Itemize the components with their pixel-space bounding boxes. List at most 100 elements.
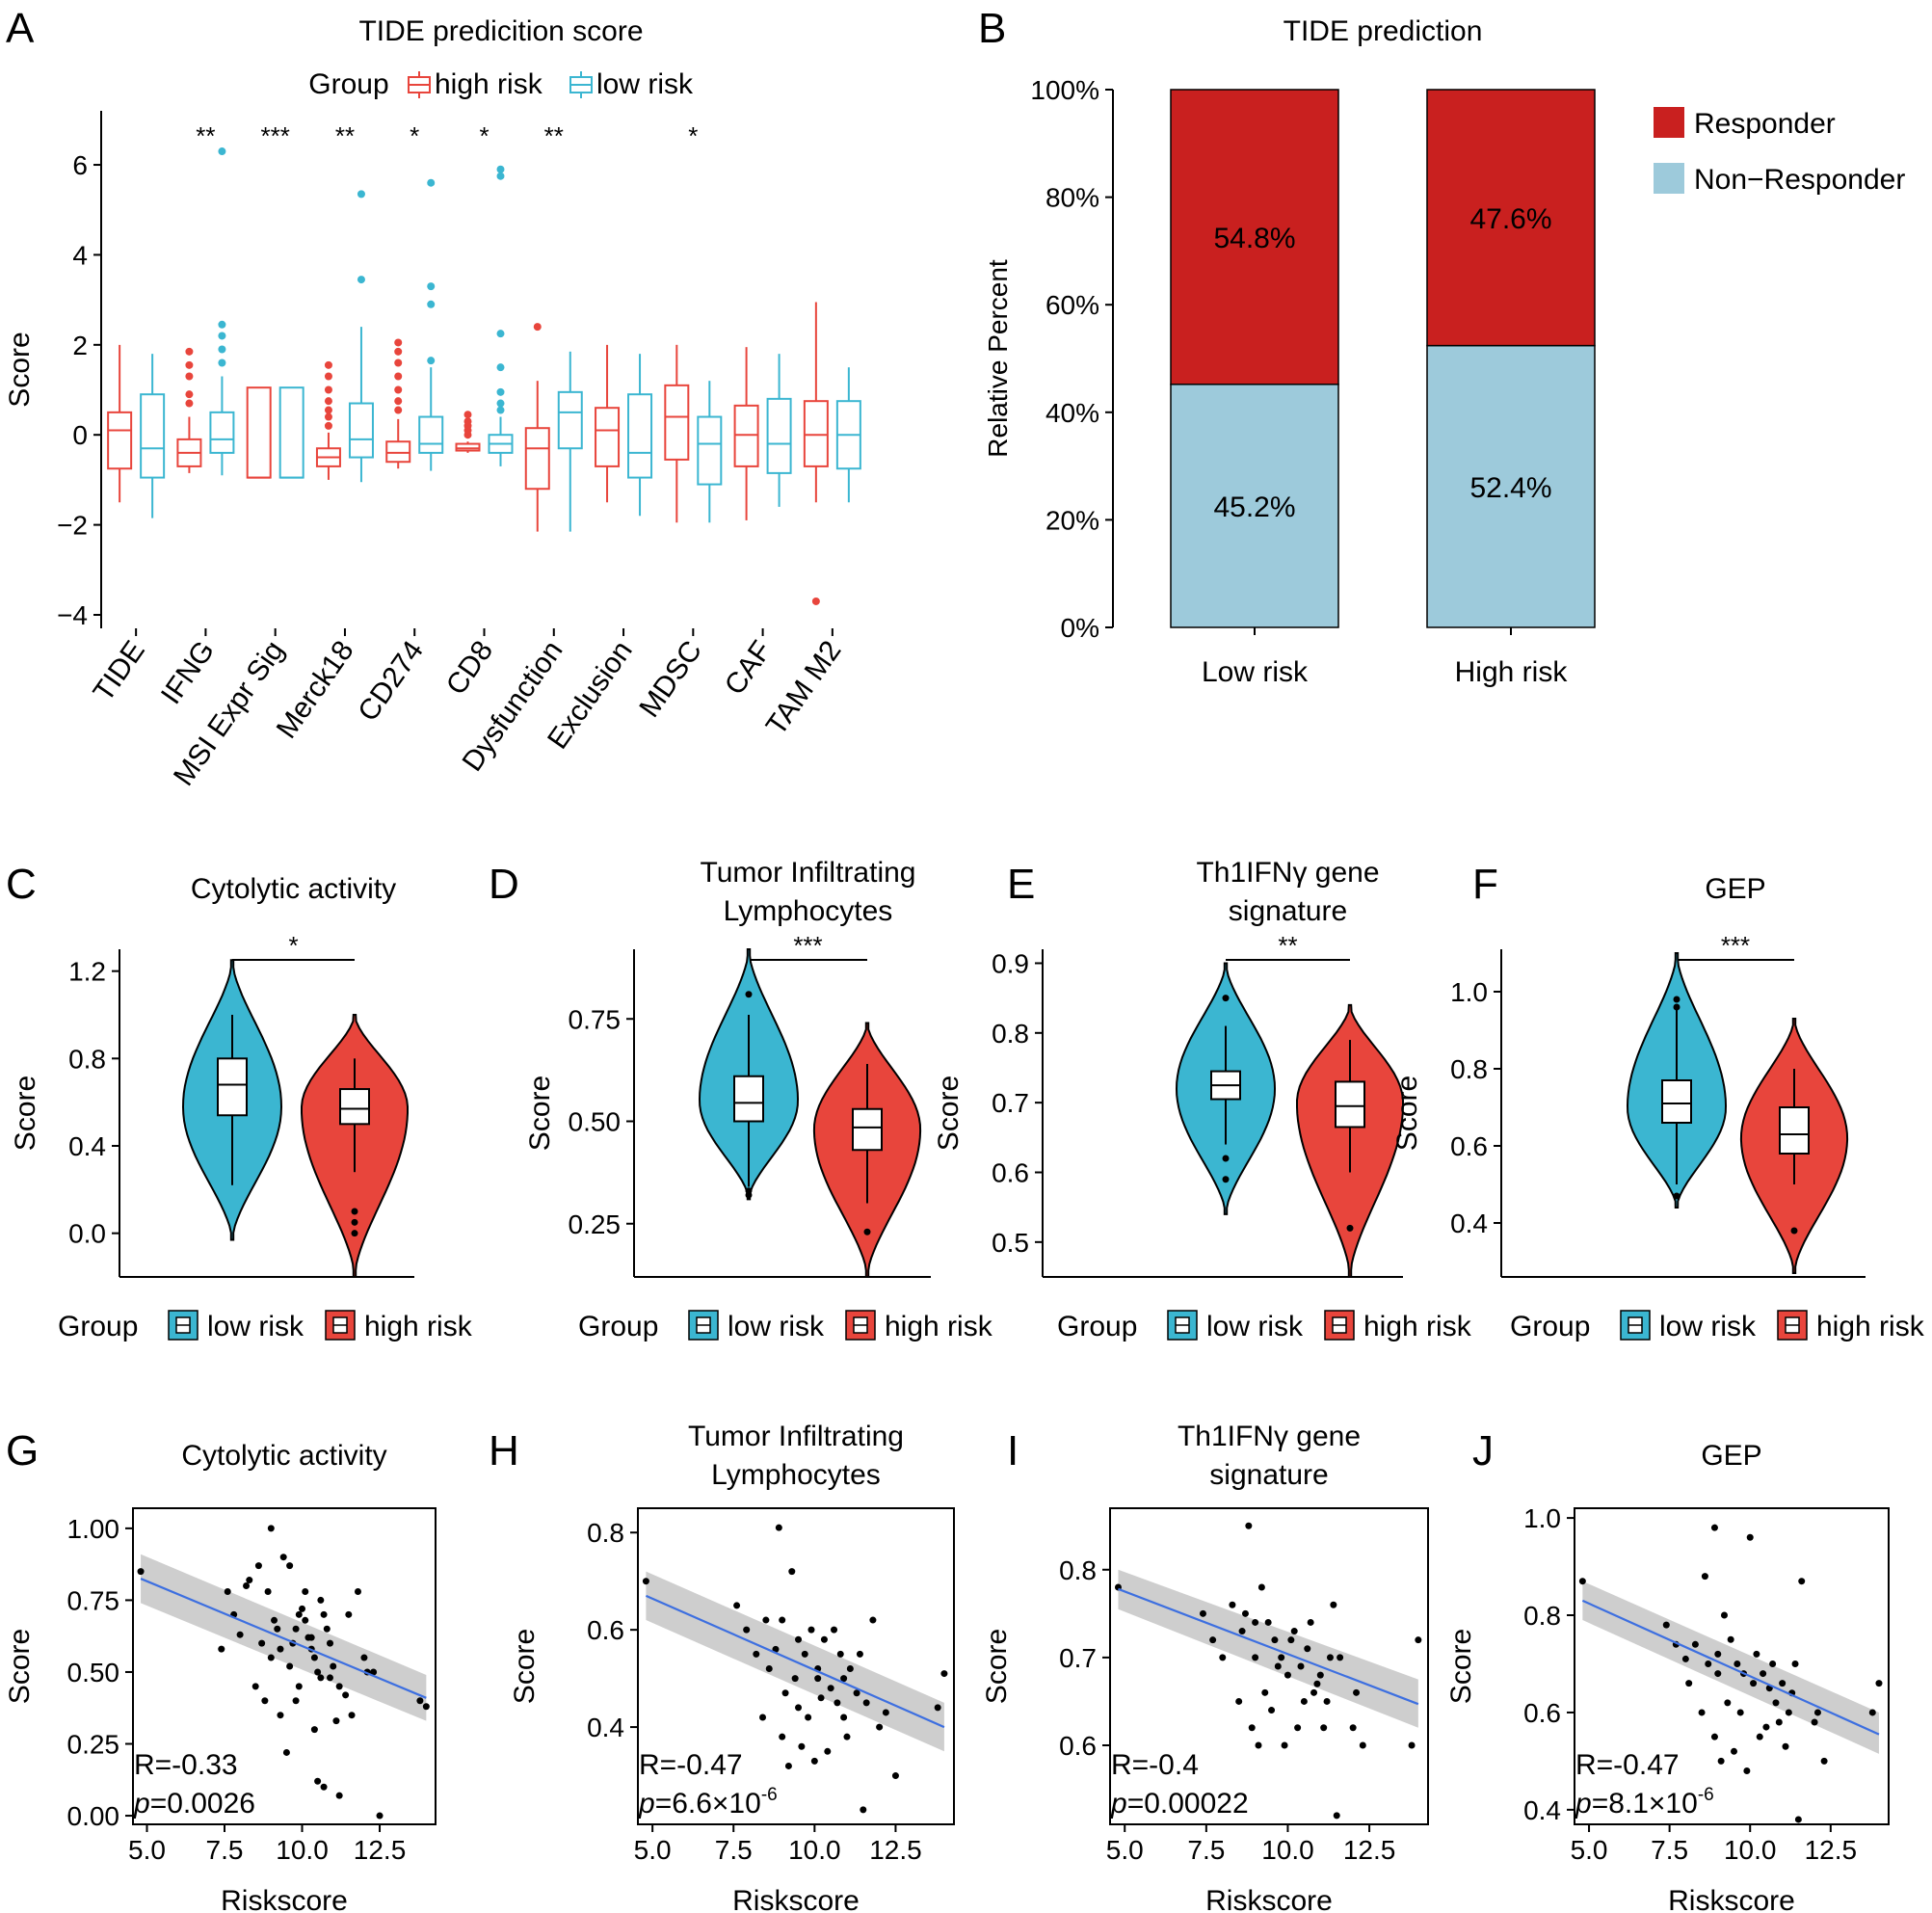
scatter-point [765, 1665, 773, 1673]
scatter-point [824, 1747, 832, 1755]
scatter-point [834, 1699, 841, 1707]
panel-letter-b: B [978, 5, 1006, 52]
legend-swatch [1654, 163, 1684, 194]
violin-box [852, 1107, 883, 1152]
x-tick-label: IFNG [155, 635, 221, 710]
box-outlier [185, 360, 194, 369]
box-high-risk-5 [455, 411, 481, 453]
y-tick-label: −2 [57, 511, 88, 541]
box-outlier [185, 347, 194, 356]
legend-label: low risk [596, 68, 694, 100]
violin-low-risk [1626, 952, 1728, 1209]
significance-marker: *** [261, 121, 290, 150]
scatter-point [360, 1654, 368, 1661]
box-outlier [394, 372, 403, 381]
scatter-point [327, 1639, 334, 1647]
scatter-point [1281, 1741, 1288, 1749]
scatter-point [335, 1792, 343, 1799]
significance-marker: * [688, 121, 698, 150]
y-tick-label: 0.25 [67, 1730, 120, 1760]
p-exponent: -6 [761, 1785, 778, 1805]
scatter-point [820, 1635, 828, 1643]
violin-outlier [745, 991, 753, 998]
scatter-point [243, 1582, 251, 1590]
regression-line [140, 1578, 427, 1699]
panel-b-stacked-bar: TIDE prediction 0% 20% 40% 60% 80% 100% Relativ… [983, 15, 1905, 688]
panel-h-scatter: Tumor Infiltrating Lymphocytes 0.4 0.6 0.8 5.… [509, 1421, 955, 1913]
scatter-point [1714, 1650, 1722, 1658]
violin-high-risk [1296, 1003, 1404, 1278]
x-tick-label: 12.5 [354, 1835, 407, 1865]
x-tick-label: 5.0 [128, 1835, 166, 1865]
x-tick-label: 5.0 [1106, 1835, 1144, 1865]
x-tick-label: 12.5 [1343, 1835, 1396, 1865]
significance-marker: ** [1278, 931, 1297, 960]
box-body [733, 404, 759, 467]
scatter-point [1252, 1618, 1259, 1626]
scatter-point [762, 1616, 770, 1624]
violin-outlier [1222, 1155, 1230, 1162]
scatter-point [317, 1596, 325, 1604]
panel-letter-f: F [1472, 861, 1498, 908]
y-tick-label: 0.6 [587, 1615, 624, 1645]
scatter-point [314, 1668, 322, 1676]
box-high-risk-4 [385, 338, 411, 469]
violin-outlier [1673, 1192, 1681, 1200]
scatter-point [775, 1524, 782, 1531]
box-body [524, 427, 550, 491]
plot-frame [132, 1507, 437, 1825]
bar-segment-responder [1170, 89, 1339, 385]
legend-key-high-risk: high risk [408, 68, 543, 100]
box-outlier [324, 397, 332, 406]
scatter-point [342, 1691, 350, 1699]
y-axis-label: Score [1391, 1076, 1423, 1151]
x-tick-label: High risk [1455, 656, 1569, 688]
scatter-point [882, 1709, 889, 1716]
scatter-point [1349, 1724, 1357, 1732]
scatter-point [302, 1616, 309, 1624]
legend-label: Responder [1694, 108, 1836, 140]
scatter-point [299, 1605, 306, 1612]
legend-key-low-risk: low risk [569, 68, 694, 100]
violin-high-risk [812, 1022, 922, 1278]
scatter-point [286, 1562, 294, 1570]
chart-title: Cytolytic activity [181, 1440, 386, 1472]
scatter-point [840, 1714, 848, 1721]
box-high-risk-3 [315, 360, 341, 480]
correlation-r-label: R=-0.4 [1111, 1749, 1199, 1781]
scatter-point [327, 1674, 334, 1682]
scatter-point [1717, 1757, 1725, 1765]
box-outlier [218, 345, 226, 354]
scatter-point [1662, 1621, 1670, 1629]
legend-key-high-risk: high risk [325, 1310, 473, 1342]
scatter-point [1772, 1699, 1780, 1707]
box-outlier [427, 357, 436, 365]
box-body [697, 415, 723, 486]
scatter-point [1313, 1680, 1321, 1687]
p-exponent: -6 [1698, 1785, 1714, 1805]
box-low-risk-10 [835, 367, 861, 503]
panel-i-scatter: Th1IFNγ gene signature 0.6 0.7 0.8 5.0 7.5 10.0… [981, 1421, 1429, 1913]
p-symbol: p [133, 1788, 150, 1820]
scatter-point [1257, 1583, 1265, 1591]
scatter-point [1731, 1747, 1738, 1755]
x-tick-label: 5.0 [634, 1835, 672, 1865]
scatter-point [1782, 1742, 1789, 1750]
legend-label: high risk [364, 1311, 473, 1342]
scatter-point [1323, 1697, 1331, 1705]
scatter-point [1297, 1662, 1305, 1670]
chart-title: GEP [1705, 873, 1765, 905]
scatter-point [1255, 1741, 1262, 1749]
x-tick-label: TIDE [88, 635, 151, 707]
scatter-point [295, 1683, 303, 1690]
scatter-point [1746, 1533, 1754, 1541]
y-tick-label: 0 [72, 420, 88, 450]
box-outlier [324, 412, 332, 421]
y-tick-label: 2 [72, 331, 88, 360]
legend-label: Non−Responder [1694, 164, 1905, 196]
scatter-point [788, 1568, 796, 1576]
y-axis-label: Score [524, 1076, 556, 1151]
legend-label: high risk [1363, 1311, 1472, 1342]
scatter-point [934, 1704, 941, 1712]
scatter-point [279, 1554, 287, 1561]
